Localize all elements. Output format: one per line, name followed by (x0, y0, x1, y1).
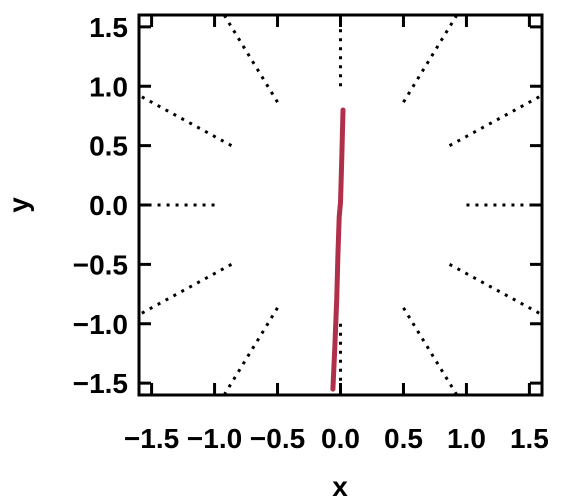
series-line (330, 107, 346, 392)
x-tick-label: 1.5 (510, 423, 549, 454)
x-axis-label: x (332, 471, 348, 502)
y-tick-label: 1.5 (89, 12, 128, 43)
x-tick-label: −1.0 (187, 423, 242, 454)
y-tick-label: −1.5 (73, 368, 128, 399)
x-tick-label: 0.0 (321, 423, 360, 454)
x-tick-label: 0.5 (384, 423, 423, 454)
guide-ray (448, 263, 542, 317)
x-tick-label: −1.5 (124, 423, 179, 454)
y-tick-label: −0.5 (73, 249, 128, 280)
y-tick-label: 1.0 (89, 71, 128, 102)
y-axis-label: y (3, 197, 34, 213)
guide-ray (402, 307, 459, 395)
guide-ray (448, 93, 542, 147)
x-tick-label: 1.0 (447, 423, 486, 454)
y-tick-label: 0.0 (89, 190, 128, 221)
y-tick-label: −1.0 (73, 309, 128, 340)
guide-ray (222, 307, 279, 395)
x-tick-label: −0.5 (250, 423, 305, 454)
y-tick-label: 0.5 (89, 131, 128, 162)
